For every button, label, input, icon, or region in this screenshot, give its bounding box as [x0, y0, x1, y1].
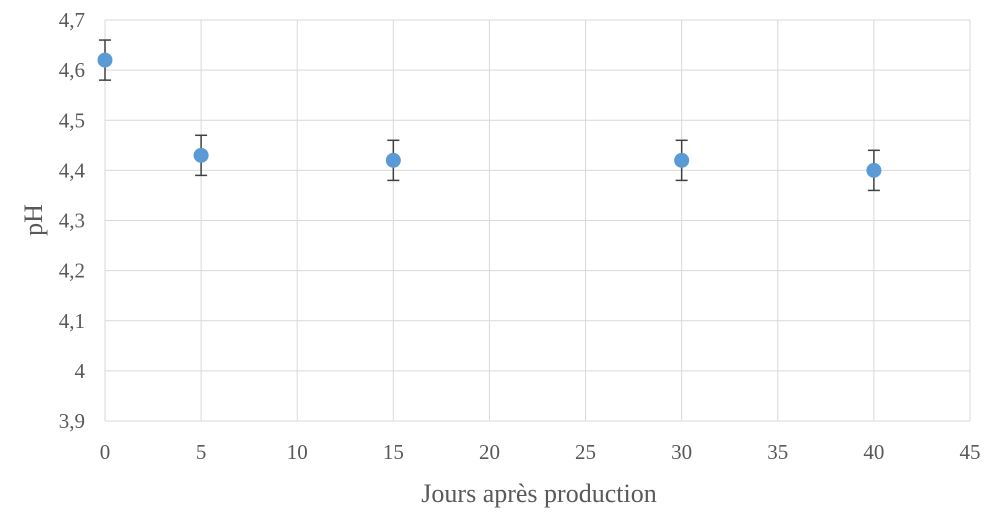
y-tick-label: 4,1	[59, 309, 85, 333]
x-tick-label: 15	[383, 440, 404, 464]
data-point	[674, 152, 690, 168]
x-tick-label: 10	[287, 440, 308, 464]
data-point	[385, 152, 401, 168]
grid	[104, 19, 971, 422]
x-tick-label: 0	[100, 440, 111, 464]
x-axis-tick-labels: 0 5 10 15 20 25 30 35 40 45	[100, 440, 981, 464]
x-tick-label: 20	[479, 440, 500, 464]
y-tick-label: 4,5	[59, 108, 85, 132]
x-tick-label: 40	[863, 440, 884, 464]
y-axis-tick-labels: 3,9 4 4,1 4,2 4,3 4,4 4,5 4,6 4,7	[59, 8, 86, 433]
y-tick-label: 4,6	[59, 58, 85, 82]
x-tick-label: 35	[767, 440, 788, 464]
y-tick-label: 4,7	[59, 8, 85, 32]
x-tick-label: 45	[960, 440, 981, 464]
data-point	[866, 162, 882, 178]
y-tick-label: 4,4	[59, 158, 86, 182]
y-tick-label: 3,9	[59, 409, 85, 433]
data-point	[193, 147, 209, 163]
data-points	[97, 52, 882, 178]
data-point	[97, 52, 113, 68]
x-axis-title: Jours après production	[421, 479, 656, 508]
y-tick-label: 4,3	[59, 209, 85, 233]
x-tick-label: 30	[671, 440, 692, 464]
y-tick-label: 4	[75, 359, 86, 383]
x-tick-label: 5	[196, 440, 207, 464]
y-axis-title: pH	[19, 204, 48, 236]
x-tick-label: 25	[575, 440, 596, 464]
y-tick-label: 4,2	[59, 259, 85, 283]
